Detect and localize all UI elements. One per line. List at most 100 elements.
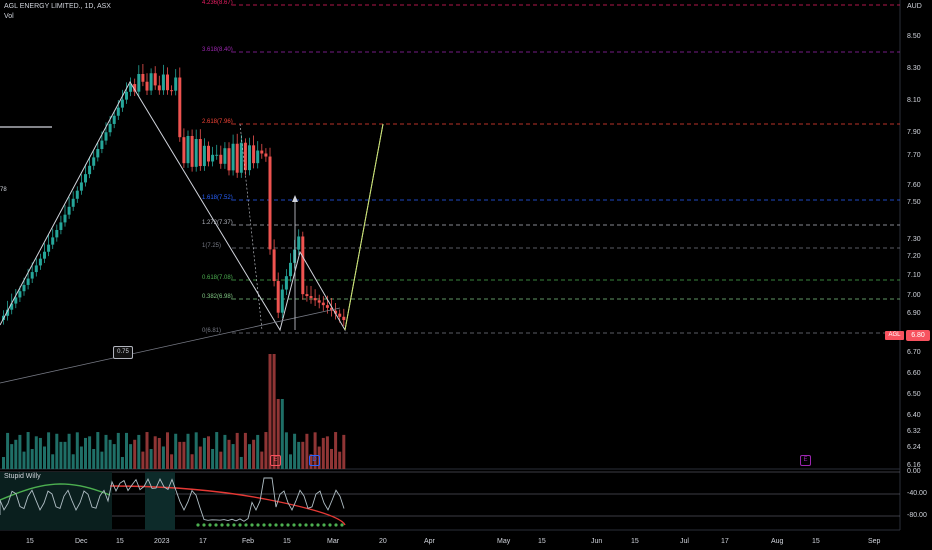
candle-body xyxy=(157,85,161,91)
candle-body xyxy=(75,190,79,199)
indicator-dot xyxy=(238,523,242,527)
candle-body xyxy=(133,84,137,92)
candle-body xyxy=(84,174,87,183)
indicator-dot xyxy=(310,523,314,527)
volume-bar xyxy=(289,454,292,469)
volume-bar xyxy=(313,432,317,469)
candle-body xyxy=(47,244,51,252)
candle-body xyxy=(194,139,198,167)
volume-bar xyxy=(338,451,342,469)
left-edge-label: 78 xyxy=(0,187,7,193)
price-tick: 7.60 xyxy=(907,182,921,189)
indicator-title[interactable]: Stupid Willy xyxy=(4,473,41,480)
candle-body xyxy=(305,294,309,297)
time-tick: 20 xyxy=(379,538,387,545)
candle-body xyxy=(161,74,165,91)
candle-body xyxy=(63,214,67,223)
candle-body xyxy=(22,284,26,292)
candle-body xyxy=(108,123,112,133)
volume-bar xyxy=(256,434,260,469)
fib-level-label: 0.618(7.08) xyxy=(202,275,233,281)
price-tick: 8.30 xyxy=(907,65,921,72)
volume-bar xyxy=(190,454,194,469)
indicator-dot xyxy=(322,523,326,527)
price-tick: 6.50 xyxy=(907,391,921,398)
time-tick: Apr xyxy=(424,538,435,545)
candle-body xyxy=(198,139,202,167)
volume-bar xyxy=(63,441,67,469)
indicator-dot xyxy=(232,523,236,527)
volume-bar xyxy=(153,436,157,469)
volume-bar xyxy=(239,456,243,469)
volume-bar xyxy=(235,432,239,469)
volume-bar xyxy=(55,433,59,469)
candle-body xyxy=(256,150,260,164)
time-tick: 15 xyxy=(116,538,124,545)
candle-body xyxy=(231,143,235,171)
price-tick: 7.00 xyxy=(907,292,921,299)
candle-body xyxy=(223,148,227,164)
time-tick: 15 xyxy=(283,538,291,545)
candle-body xyxy=(280,289,284,313)
candle-body xyxy=(264,153,268,157)
indicator-tick: -80.00 xyxy=(907,512,927,519)
candle-body xyxy=(260,150,264,154)
candle-body xyxy=(92,157,96,166)
candle-body xyxy=(100,140,104,149)
volume-bar xyxy=(104,434,108,469)
candle-body xyxy=(38,258,42,266)
time-tick: Dec xyxy=(75,538,88,545)
time-tick: Feb xyxy=(242,538,255,545)
volume-bar xyxy=(301,441,305,469)
candle-body xyxy=(211,154,215,162)
price-tick: 7.20 xyxy=(907,253,921,260)
symbol-title[interactable]: AGL ENERGY LIMITED., 1D, ASX xyxy=(4,3,111,10)
indicator-dot xyxy=(250,523,254,527)
price-tick: 6.32 xyxy=(907,428,921,435)
candle-body xyxy=(313,298,317,301)
price-tick: 7.10 xyxy=(907,272,921,279)
volume-bar xyxy=(170,454,174,469)
indicator-dot xyxy=(304,523,308,527)
volume-legend[interactable]: Vol xyxy=(4,13,14,20)
symbol-badge: AGL xyxy=(885,331,904,340)
volume-bar xyxy=(112,444,116,469)
candle-body xyxy=(178,77,182,138)
volume-bar xyxy=(51,454,55,469)
indicator-dot xyxy=(220,523,224,527)
fib-level-label: 4.236(8.67) xyxy=(202,0,233,6)
pattern-dashed-line xyxy=(239,123,263,331)
volume-bar xyxy=(67,433,71,469)
indicator-dot xyxy=(196,523,200,527)
time-tick: Mar xyxy=(327,538,340,545)
candle-body xyxy=(51,237,55,245)
price-tick: 8.10 xyxy=(907,97,921,104)
event-marker[interactable]: E xyxy=(800,455,811,466)
fib-level-label: 0.382(6.98) xyxy=(202,294,233,300)
candle-body xyxy=(186,136,190,164)
volume-bar xyxy=(47,432,51,469)
candle-body xyxy=(112,115,116,124)
volume-bar xyxy=(10,444,14,469)
fib-level-label: 1.272(7.37) xyxy=(202,220,233,226)
volume-bar xyxy=(272,354,276,469)
indicator-dot xyxy=(226,523,230,527)
time-tick: 15 xyxy=(812,538,820,545)
indicator-zone xyxy=(0,472,112,530)
candle-body xyxy=(243,142,247,171)
indicator-dot xyxy=(340,523,344,527)
event-marker[interactable]: D xyxy=(309,455,320,466)
indicator-dot xyxy=(244,523,248,527)
candle-body xyxy=(96,148,100,158)
event-marker[interactable]: E xyxy=(270,455,281,466)
volume-bar xyxy=(219,451,223,469)
candle-body xyxy=(145,81,149,91)
volume-bar xyxy=(305,433,309,469)
indicator-dot xyxy=(214,523,218,527)
indicator-dot xyxy=(262,523,266,527)
candle-body xyxy=(207,145,210,162)
currency-label: AUD xyxy=(907,3,922,10)
indicator-signal-green xyxy=(0,483,111,501)
